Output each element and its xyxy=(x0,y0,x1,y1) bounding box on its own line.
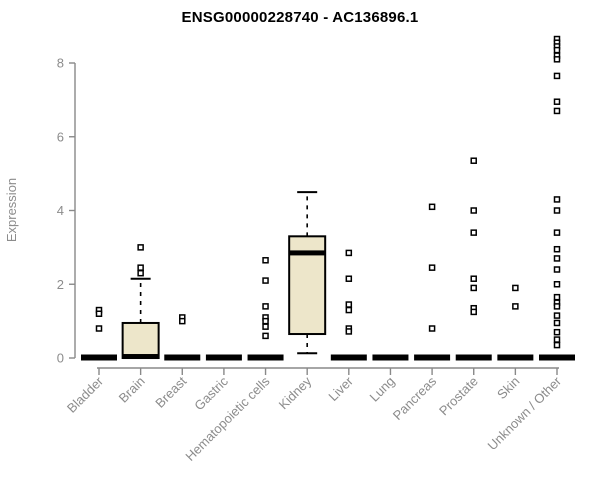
outlier-point xyxy=(262,257,269,264)
zero-bar xyxy=(372,354,409,361)
outlier-point xyxy=(553,46,561,54)
zero-bar xyxy=(330,354,367,361)
x-tick-label: Gastric xyxy=(191,373,231,413)
outlier-point xyxy=(553,229,561,236)
outlier-point xyxy=(95,325,103,332)
outlier-point xyxy=(553,341,561,349)
outlier-point xyxy=(262,332,269,340)
outlier-point xyxy=(553,328,561,336)
outlier-point xyxy=(553,245,561,253)
y-tick-label: 4 xyxy=(57,203,64,218)
outlier-point xyxy=(553,56,561,63)
x-tick-label: Bladder xyxy=(64,373,107,416)
outlier-point xyxy=(470,229,477,236)
zero-bar xyxy=(164,354,201,361)
x-tick-label: Liver xyxy=(325,373,356,404)
outlier-point xyxy=(345,301,353,308)
y-tick-label: 2 xyxy=(57,277,64,292)
box xyxy=(121,321,160,359)
x-tick-label: Brain xyxy=(116,374,148,406)
outlier-point xyxy=(470,207,477,214)
outlier-point xyxy=(553,207,561,214)
outlier-point xyxy=(470,284,477,292)
median-line xyxy=(289,250,326,256)
y-tick-label: 6 xyxy=(57,129,64,144)
zero-bar xyxy=(539,354,575,361)
outlier-point xyxy=(553,319,561,327)
outlier-point xyxy=(179,317,186,325)
outlier-point xyxy=(553,303,561,310)
median-line xyxy=(122,354,159,360)
zero-bar xyxy=(497,354,534,361)
x-tick-label: Breast xyxy=(152,373,189,410)
zero-bar xyxy=(455,354,492,361)
outlier-point xyxy=(345,306,353,314)
outlier-point xyxy=(345,275,353,282)
y-tick-label: 0 xyxy=(57,351,64,366)
outlier-point xyxy=(428,264,436,271)
zero-bar xyxy=(414,354,451,361)
outlier-point xyxy=(553,336,561,343)
x-tick-label: Lung xyxy=(367,374,398,405)
x-tick-label: Pancreas xyxy=(390,373,440,423)
outlier-point xyxy=(553,312,561,319)
outlier-point xyxy=(553,281,561,288)
outlier-point xyxy=(512,284,519,292)
outlier-point xyxy=(470,157,477,164)
outlier-point xyxy=(428,325,436,332)
outlier-point xyxy=(553,293,561,301)
x-tick-label: Kidney xyxy=(276,373,315,412)
outlier-point xyxy=(95,310,103,317)
zero-bar xyxy=(81,354,117,361)
x-tick-label: Prostate xyxy=(436,374,481,419)
outlier-point xyxy=(262,317,269,325)
outlier-point xyxy=(553,98,561,105)
outlier-point xyxy=(428,203,436,211)
outlier-point xyxy=(345,328,353,335)
outlier-point xyxy=(137,269,144,277)
outlier-point xyxy=(553,107,561,115)
outlier-point xyxy=(262,303,269,310)
x-tick-label: Unknown / Other xyxy=(485,373,565,453)
outlier-point xyxy=(470,275,477,282)
chart-title: ENSG00000228740 - AC136896.1 xyxy=(181,9,419,26)
outlier-point xyxy=(470,308,477,316)
outlier-point xyxy=(553,266,561,273)
zero-bar xyxy=(247,354,284,361)
y-tick-label: 8 xyxy=(57,56,64,71)
outlier-point xyxy=(137,264,144,271)
x-tick-label: Skin xyxy=(494,374,522,402)
zero-bar xyxy=(205,354,242,361)
outlier-point xyxy=(262,323,269,330)
outlier-point xyxy=(553,196,561,203)
outlier-point xyxy=(553,72,561,80)
outlier-point xyxy=(512,303,519,310)
outlier-point xyxy=(137,244,144,251)
outlier-point xyxy=(345,249,353,257)
outlier-point xyxy=(553,255,561,262)
outlier-point xyxy=(262,277,269,284)
